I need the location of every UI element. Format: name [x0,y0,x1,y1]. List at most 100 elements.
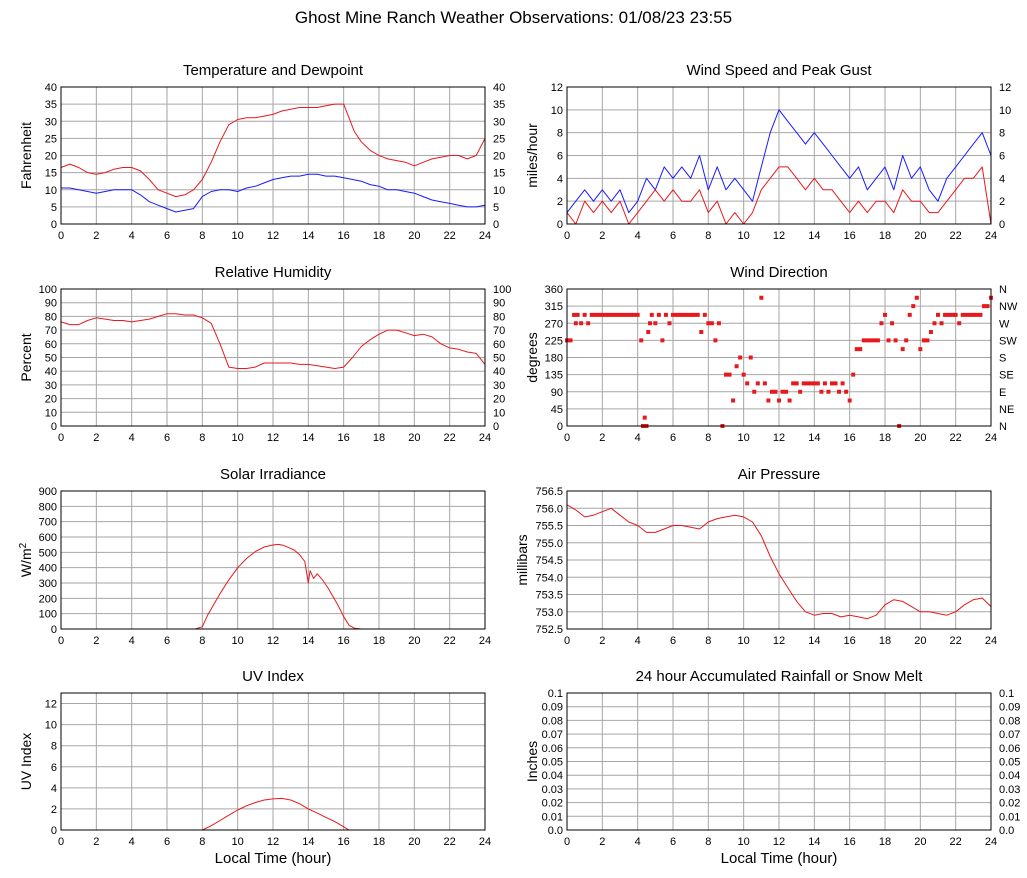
x-tick-label: 8 [199,635,205,647]
data-point [752,389,757,394]
data-point [957,321,962,326]
chart-title: 24 hour Accumulated Rainfall or Snow Mel… [636,668,924,685]
data-point [883,312,887,317]
x-tick-label: 14 [302,635,314,647]
y-tick-label: 270 [545,318,563,330]
x-tick-label: 16 [844,230,856,242]
x-tick-label: 6 [670,635,676,647]
data-point [953,312,958,317]
data-point [727,372,732,377]
y-tick-label: 225 [545,335,563,347]
y-tick-label: 4 [51,783,57,795]
x-tick-label: 20 [914,635,926,647]
x-tick-label: 10 [738,432,750,444]
right-tick-label: N [999,421,1007,433]
data-point [734,364,739,369]
data-point [667,321,672,326]
data-point [801,381,806,386]
x-tick-label: 4 [129,635,135,647]
y-axis-label: Percent [18,333,34,381]
x-tick-label: 18 [879,635,891,647]
y-tick-label: 10 [45,185,57,197]
data-point [840,381,845,386]
x-tick-label: 0 [564,432,570,444]
plot-frame [60,692,486,831]
x-tick-label: 2 [93,836,99,848]
right-tick-label: 60 [493,339,505,351]
right-tick-label: S [999,353,1006,365]
data-point [600,312,605,317]
x-tick-label: 10 [738,836,750,848]
y-tick-label: 12 [551,82,563,94]
data-point [960,312,965,317]
data-point [731,398,736,403]
right-tick-label: 0 [493,421,499,433]
x-axis-label: Local Time (hour) [215,850,332,867]
y-tick-label: 70 [45,325,57,337]
x-tick-label: 12 [773,836,785,848]
y-tick-label: 35 [45,99,57,111]
x-tick-label: 18 [373,836,385,848]
x-tick-label: 2 [93,432,99,444]
data-point [861,338,866,343]
y-tick-label: 10 [551,105,563,117]
data-point [678,312,683,317]
data-point [759,295,764,300]
x-tick-label: 24 [479,230,491,242]
chart-title: Solar Irradiance [220,466,326,483]
right-tick-label: 0.1 [999,688,1014,700]
y-tick-label: 600 [39,532,57,544]
y-tick-label: 753.5 [535,590,563,602]
x-tick-label: 16 [338,432,350,444]
data-point [921,338,926,343]
y-tick-label: 10 [45,407,57,419]
data-point [925,338,930,343]
y-tick-label: 90 [45,298,57,310]
series-line-2 [566,166,992,225]
x-tick-label: 10 [232,230,244,242]
x-tick-label: 18 [373,635,385,647]
data-point [709,321,714,326]
data-point [865,338,870,343]
data-point [575,312,580,317]
plot-frame [566,490,992,630]
data-point [826,389,831,394]
data-point [741,372,746,377]
data-point [632,312,637,317]
y-tick-label: 15 [45,168,57,180]
right-tick-label: 6 [999,151,1005,163]
data-point [946,312,951,317]
data-point [858,347,863,352]
right-tick-label: 0.02 [999,798,1020,810]
plot-frame [566,288,992,427]
x-tick-label: 14 [302,230,314,242]
x-tick-label: 12 [267,836,279,848]
data-point [573,321,578,326]
right-tick-label: 4 [999,173,1005,185]
x-tick-label: 22 [950,635,962,647]
x-tick-label: 2 [599,635,605,647]
data-point [706,321,711,326]
data-point [773,389,778,394]
x-tick-label: 2 [599,432,605,444]
y-tick-label: 40 [45,82,57,94]
x-tick-label: 0 [58,230,64,242]
x-tick-label: 6 [164,230,170,242]
x-tick-label: 2 [93,635,99,647]
data-point [833,381,838,386]
y-axis-label: miles/hour [524,123,540,188]
y-tick-label: 0.0 [548,825,563,837]
data-point [787,398,792,403]
data-point [653,321,658,326]
data-point [648,321,653,326]
x-tick-label: 0 [564,230,570,242]
x-tick-label: 20 [914,836,926,848]
data-point [914,295,919,300]
x-tick-label: 24 [479,432,491,444]
right-tick-label: 0.09 [999,702,1020,714]
y-tick-label: 100 [39,609,57,621]
x-tick-label: 22 [444,432,456,444]
x-tick-label: 14 [808,836,820,848]
